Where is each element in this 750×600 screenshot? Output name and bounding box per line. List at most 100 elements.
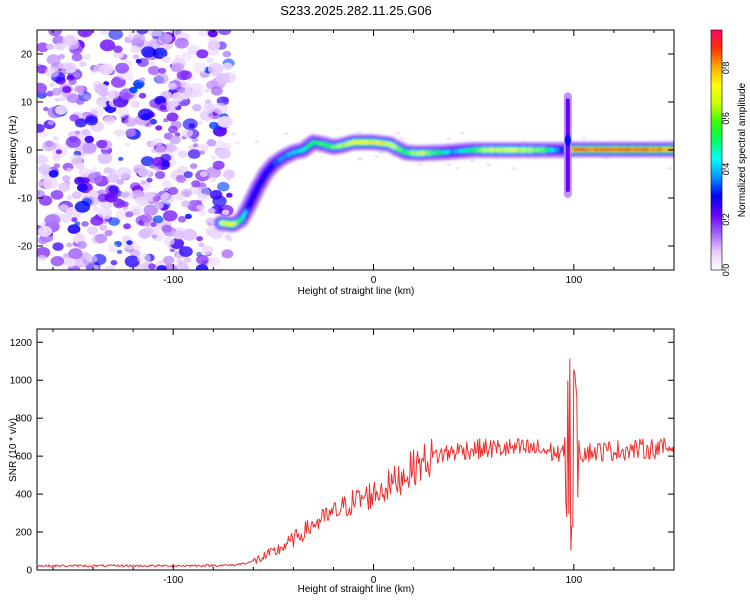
noise-blob — [152, 195, 161, 202]
noise-blob — [66, 167, 72, 172]
noise-blob — [166, 112, 179, 122]
noise-blob — [141, 226, 155, 237]
noise-blob — [75, 162, 85, 170]
noise-blob — [50, 190, 64, 200]
noise-blob — [147, 65, 160, 76]
noise-blob — [177, 216, 187, 223]
noise-blob — [71, 191, 82, 200]
colorbar-tick-label: 0.2 — [721, 213, 731, 226]
noise-blob — [44, 215, 58, 226]
noise-blob — [171, 62, 184, 73]
x-tick-label: 0 — [371, 275, 377, 286]
noise-blob — [74, 130, 81, 135]
noise-blob — [205, 57, 214, 64]
noise-blob — [446, 137, 452, 141]
noise-blob — [133, 34, 146, 44]
noise-blob — [675, 146, 680, 149]
noise-blob — [138, 92, 147, 99]
noise-blob — [180, 200, 191, 208]
noise-blob — [206, 139, 217, 147]
noise-blob — [183, 257, 192, 264]
noise-blob — [217, 116, 233, 128]
noise-blob — [210, 86, 223, 96]
noise-blob — [135, 245, 141, 250]
x-tick-label: -100 — [163, 275, 183, 286]
noise-blob — [167, 125, 178, 134]
noise-blob — [155, 125, 163, 131]
noise-blob — [154, 145, 168, 156]
noise-blob — [103, 116, 116, 125]
noise-blob — [104, 229, 113, 237]
noise-blob — [157, 50, 164, 55]
noise-blob — [358, 157, 363, 161]
noise-blob — [154, 165, 161, 172]
noise-blob — [92, 265, 99, 270]
noise-blob — [167, 187, 179, 195]
noise-blob — [120, 190, 134, 201]
noise-blob — [43, 106, 49, 112]
noise-blob — [84, 135, 95, 144]
noise-blob — [115, 62, 130, 74]
noise-blob — [81, 177, 90, 184]
noise-blob — [196, 49, 209, 59]
noise-blob — [161, 160, 170, 168]
noise-blob — [283, 132, 289, 136]
noise-blob — [85, 115, 98, 126]
noise-blob — [196, 204, 203, 210]
noise-blob — [38, 195, 53, 206]
noise-blob — [48, 30, 62, 37]
noise-blob — [189, 163, 198, 170]
noise-blob — [181, 228, 197, 241]
noise-blob — [139, 77, 146, 83]
noise-blob — [114, 128, 125, 137]
noise-blob — [37, 65, 43, 72]
noise-blob — [581, 136, 586, 140]
noise-blob — [446, 162, 452, 167]
colorbar-bar — [710, 29, 723, 271]
noise-blob — [82, 143, 97, 155]
noise-blob — [140, 213, 152, 223]
noise-blob — [52, 136, 59, 141]
noise-blob — [198, 242, 205, 248]
x-tick-label: -100 — [163, 575, 183, 586]
noise-blob — [107, 90, 120, 100]
noise-blob — [136, 30, 149, 35]
noise-blob — [55, 105, 68, 115]
noise-blob — [208, 121, 219, 130]
noise-blob — [99, 65, 112, 75]
noise-blob — [113, 45, 123, 53]
noise-blob — [94, 83, 109, 95]
noise-blob — [454, 166, 460, 170]
noise-blob — [106, 173, 120, 183]
noise-blob — [68, 248, 83, 260]
noise-blob — [66, 242, 73, 248]
noise-blob — [58, 62, 68, 70]
noise-blob — [97, 193, 109, 203]
noise-blob — [181, 52, 193, 62]
noise-blob — [147, 30, 163, 37]
noise-blob — [202, 104, 215, 114]
noise-blob — [146, 177, 153, 183]
snr-x-axis-label: Height of straight line (km) — [298, 584, 415, 595]
noise-blob — [68, 78, 77, 85]
noise-blob — [399, 137, 405, 141]
noise-blob — [78, 167, 90, 177]
noise-blob — [486, 163, 491, 167]
noise-blob — [151, 231, 165, 242]
noise-blob — [149, 61, 156, 67]
spectrogram-x-axis-label: Height of straight line (km) — [298, 286, 415, 297]
noise-blob — [511, 167, 517, 171]
noise-blob — [163, 237, 175, 246]
noise-blob — [177, 150, 188, 158]
noise-blob — [174, 192, 186, 201]
noise-blob — [140, 156, 155, 167]
noise-blob — [209, 176, 217, 183]
noise-blob — [110, 260, 118, 266]
noise-blob — [50, 256, 64, 267]
y-tick-label: 0 — [26, 566, 32, 577]
y-tick-label: 0 — [26, 146, 32, 157]
noise-blob — [130, 100, 140, 108]
noise-blob — [207, 256, 220, 267]
